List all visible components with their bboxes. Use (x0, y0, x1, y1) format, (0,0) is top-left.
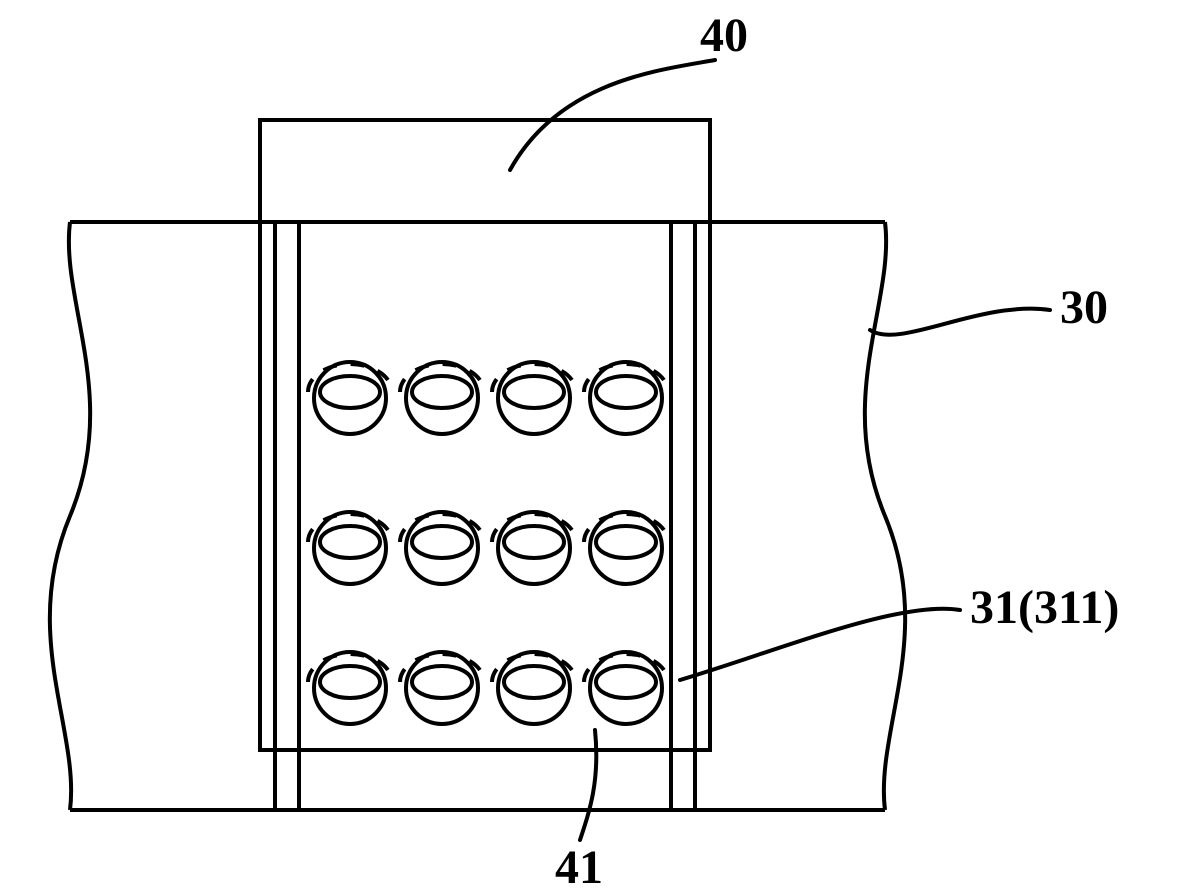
label-31: 31(311) (970, 580, 1119, 635)
label-41: 41 (555, 840, 603, 895)
technical-diagram (0, 0, 1192, 896)
label-30: 30 (1060, 280, 1108, 335)
label-40: 40 (700, 8, 748, 63)
